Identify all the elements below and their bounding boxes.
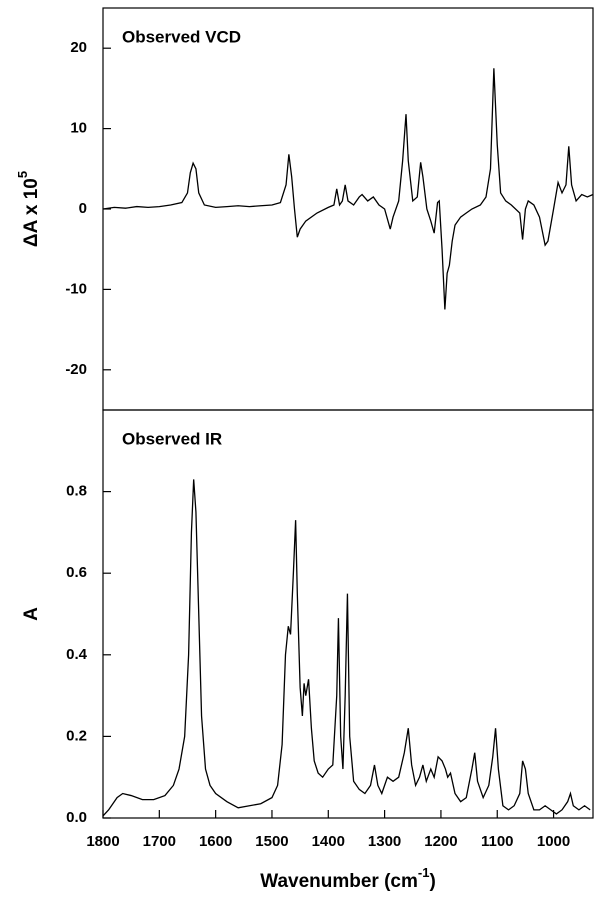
x-tick-label: 1000 [537, 833, 570, 850]
x-axis-label-text: Wavenumber (cm [260, 871, 418, 892]
y-tick-label: 0 [79, 200, 87, 217]
x-tick-label: 1800 [86, 833, 119, 850]
y-tick-label: 10 [70, 120, 87, 137]
panel-title: Observed IR [122, 429, 222, 448]
y-tick-label: 0.6 [66, 564, 87, 581]
x-tick-label: 1200 [424, 833, 457, 850]
plot-frame [102, 409, 594, 819]
x-tick-label: 1600 [199, 833, 232, 850]
spectrum-line [102, 479, 591, 817]
x-tick-label: 1500 [255, 833, 288, 850]
y-tick-label: 0.4 [66, 646, 88, 663]
y-axis-label: A [21, 607, 42, 621]
y-axis-label-superscript: 5 [15, 171, 30, 178]
y-axis-label-text: ΔA x 10 [21, 178, 42, 247]
y-tick-label: 0.0 [66, 809, 87, 826]
spectrum-line [102, 68, 594, 310]
y-tick-label: 0.8 [66, 483, 87, 500]
y-tick-label: 0.2 [66, 727, 87, 744]
x-axis-label-suffix: ) [429, 871, 435, 892]
x-tick-label: 1400 [312, 833, 345, 850]
x-tick-label: 1700 [143, 833, 176, 850]
x-axis-label: Wavenumber (cm-1) [260, 865, 436, 892]
panel-title: Observed VCD [122, 27, 241, 46]
y-tick-label: -10 [65, 280, 87, 297]
y-tick-label: 20 [70, 39, 87, 56]
y-axis-label: ΔA x 105 [15, 171, 42, 247]
x-axis-label-superscript: -1 [418, 865, 430, 880]
x-tick-label: 1100 [481, 833, 514, 850]
y-tick-label: -20 [65, 361, 87, 378]
plot-frame [102, 7, 594, 411]
x-tick-label: 1300 [368, 833, 401, 850]
y-axis-label-text: A [21, 607, 42, 621]
